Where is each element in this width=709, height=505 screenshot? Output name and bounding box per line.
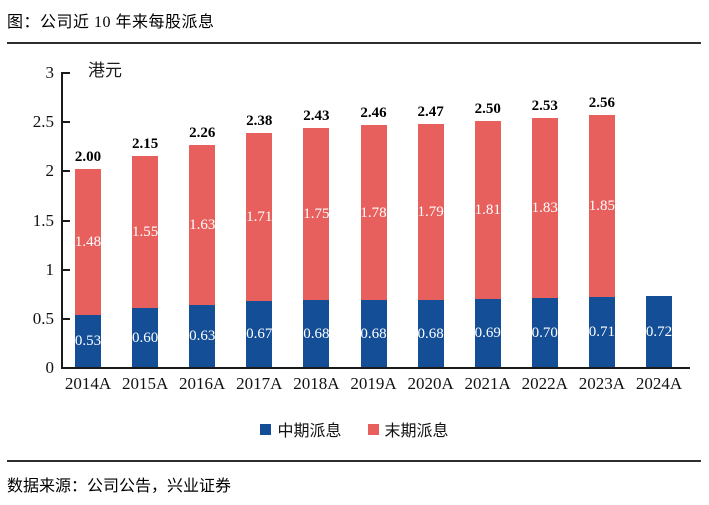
x-tick-label: 2019A	[350, 374, 397, 393]
bar-segment-final	[474, 121, 501, 300]
bar-total-label: 2.43	[303, 108, 330, 125]
x-tick-label: 2020A	[407, 374, 454, 393]
legend-label-interim: 中期派息	[277, 423, 342, 440]
bar-value-label: 0.68	[360, 325, 387, 342]
bar-segment-final	[531, 118, 558, 299]
bar-segment-interim	[75, 314, 101, 367]
bar-segment-interim	[360, 300, 387, 367]
bar-total-label: 2.46	[360, 105, 387, 122]
figure-title: 图：公司近 10 年来每股派息	[7, 14, 215, 31]
x-tick-label: 2016A	[179, 374, 226, 393]
chart-area: 港元 0 0.5 1 1.5 2 2.5 3 0.53 1.48 2.00 2014A 0.60 1.5…	[32, 61, 690, 393]
bar-value-label: 1.78	[360, 204, 387, 221]
y-axis-line	[61, 72, 63, 369]
y-axis-tick	[63, 170, 70, 173]
y-tick-label: 3	[45, 63, 55, 82]
bar-value-label: 1.83	[531, 200, 558, 217]
y-tick-label: 1	[45, 259, 55, 279]
bar-segment-interim	[417, 300, 444, 367]
bar-segment-interim	[132, 308, 159, 367]
bar-total-label: 2.38	[246, 112, 273, 129]
y-axis-unit-label: 港元	[88, 61, 122, 80]
bar-segment-final	[75, 169, 101, 315]
bar-value-label: 1.81	[474, 202, 501, 219]
bar-segment-interim	[588, 297, 615, 367]
bar-value-label: 0.70	[531, 324, 558, 341]
bar-value-label: 0.63	[189, 328, 216, 345]
bottom-divider	[7, 460, 701, 462]
bar-segment-interim	[646, 296, 672, 367]
bar-segment-final	[246, 132, 273, 302]
legend: 中期派息 末期派息	[0, 417, 709, 441]
bar-segment-interim	[531, 298, 558, 367]
bar-value-label: 1.63	[189, 216, 216, 233]
x-tick-label: 2017A	[236, 374, 283, 393]
bar-segment-final	[588, 115, 615, 298]
bar-value-label: 1.85	[588, 198, 616, 215]
bar-segment-interim	[474, 299, 501, 367]
bar-segment-final	[132, 155, 159, 308]
bar-segment-interim	[189, 305, 216, 367]
legend-label-final: 末期派息	[384, 423, 449, 440]
bar-value-label: 0.71	[588, 324, 616, 341]
bar-value-label: 0.72	[645, 323, 673, 340]
y-axis-tick	[63, 72, 70, 74]
top-divider	[7, 42, 701, 44]
y-tick-label: 2.5	[32, 112, 54, 132]
bar-total-label: 2.47	[417, 104, 444, 121]
bar-value-label: 1.71	[246, 209, 273, 226]
legend-swatch-interim-icon	[260, 423, 272, 435]
bar-value-label: 0.67	[246, 326, 273, 343]
bar-total-label: 2.15	[131, 135, 159, 152]
legend-swatch-final-icon	[367, 423, 379, 435]
bar-value-label: 0.69	[474, 325, 501, 342]
x-tick-label: 2014A	[64, 374, 112, 393]
bar-value-label: 1.55	[131, 223, 159, 240]
bar-segment-final	[360, 125, 387, 301]
x-tick-label: 2024A	[635, 374, 683, 393]
x-tick-label: 2015A	[121, 374, 169, 393]
bar-segment-final	[303, 128, 330, 301]
bar-total-label: 2.50	[474, 101, 501, 118]
y-axis-tick	[63, 367, 70, 369]
y-tick-label: 1.5	[32, 210, 54, 230]
x-tick-label: 2021A	[464, 374, 511, 393]
y-axis-tick	[63, 317, 70, 320]
y-axis-tick	[63, 268, 70, 271]
bar-value-label: 0.60	[131, 329, 159, 346]
bar-total-label: 2.56	[588, 95, 616, 112]
x-tick-label: 2018A	[293, 374, 340, 393]
x-tick-label: 2022A	[521, 374, 568, 393]
x-axis-line	[61, 367, 690, 369]
bar-segment-final	[417, 124, 444, 301]
x-tick-label: 2023A	[578, 374, 626, 393]
bar-total-label: 2.26	[189, 124, 216, 141]
source-note: 数据来源：公司公告，兴业证券	[7, 478, 232, 495]
y-tick-label: 0.5	[32, 308, 54, 328]
bar-segment-final	[189, 144, 216, 306]
y-tick-label: 2	[45, 161, 55, 181]
bar-value-label: 0.53	[74, 332, 102, 349]
legend-item-final: 末期派息	[367, 417, 449, 441]
bar-value-label: 1.75	[303, 206, 330, 223]
bar-total-label: 2.00	[74, 149, 102, 166]
y-axis-tick	[63, 219, 70, 222]
y-axis-tick	[63, 121, 70, 124]
bar-value-label: 1.79	[417, 204, 444, 221]
bar-value-label: 1.48	[74, 234, 102, 251]
bar-value-label: 0.68	[417, 325, 444, 342]
bar-value-label: 0.68	[303, 325, 330, 342]
legend-item-interim: 中期派息	[260, 417, 342, 441]
bar-total-label: 2.53	[531, 98, 558, 115]
bar-segment-interim	[246, 301, 273, 367]
bar-segment-interim	[303, 300, 330, 367]
y-tick-label: 0	[45, 358, 55, 377]
